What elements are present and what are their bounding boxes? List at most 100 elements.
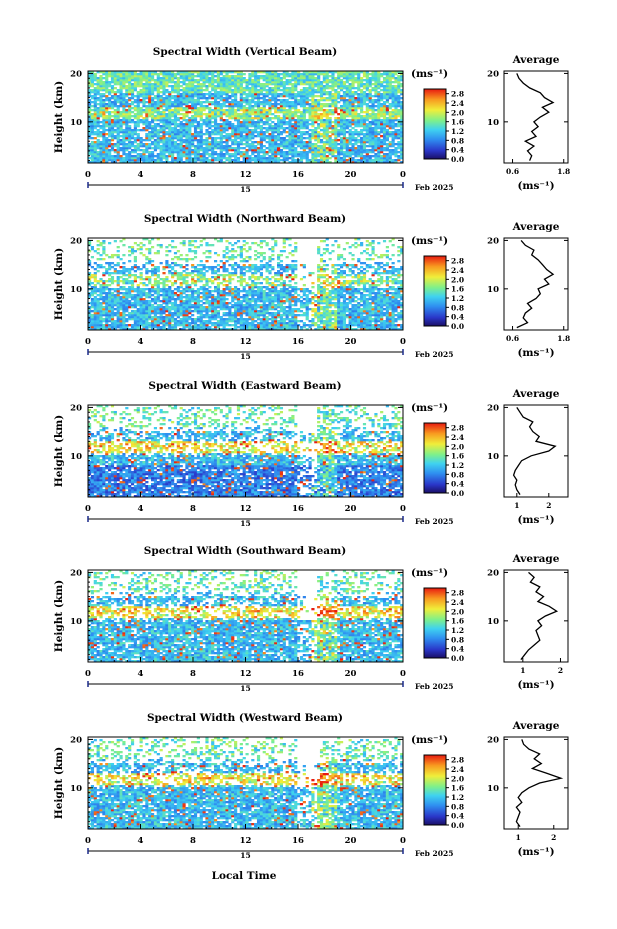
heatmap-cell xyxy=(242,101,246,104)
heatmap-cell xyxy=(102,115,106,118)
heatmap-cell xyxy=(285,121,289,124)
heatmap-cell xyxy=(145,97,149,100)
heatmap-cell xyxy=(110,288,115,291)
heatmap-cell xyxy=(90,123,95,126)
heatmap-cell xyxy=(239,133,243,136)
heatmap-cell xyxy=(116,272,120,275)
heatmap-cell xyxy=(116,290,120,293)
heatmap-cell xyxy=(211,129,215,132)
heatmap-cell xyxy=(99,87,103,90)
heatmap-cell xyxy=(136,298,140,301)
heatmap-cell xyxy=(282,151,286,154)
heatmap-cell xyxy=(93,91,97,94)
heatmap-cell xyxy=(136,310,140,313)
heatmap-cell xyxy=(128,159,132,162)
heatmap-cell xyxy=(159,135,163,138)
heatmap-cell xyxy=(125,117,129,120)
heatmap-cell xyxy=(362,99,367,102)
heatmap-cell xyxy=(102,137,106,140)
heatmap-cell xyxy=(291,137,295,140)
heatmap-cell xyxy=(188,93,192,96)
heatmap-cell xyxy=(265,101,269,104)
heatmap-cell xyxy=(236,79,241,82)
heatmap-cell xyxy=(282,159,286,162)
heatmap-cell xyxy=(125,123,129,126)
heatmap-cell xyxy=(148,135,152,138)
heatmap-cell xyxy=(136,294,140,297)
heatmap-cell xyxy=(122,149,126,152)
heatmap-cell xyxy=(351,117,355,120)
heatmap-cell xyxy=(145,87,149,90)
heatmap-cell xyxy=(236,125,241,128)
heatmap-cell xyxy=(196,87,200,90)
heatmap-cell xyxy=(302,121,306,124)
heatmap-cell xyxy=(374,83,378,86)
heatmap-cell xyxy=(171,113,175,116)
heatmap-cell xyxy=(108,139,112,142)
heatmap-cell xyxy=(130,286,135,289)
heatmap-cell xyxy=(368,161,372,164)
heatmap-cell xyxy=(236,109,241,112)
heatmap-cell xyxy=(173,143,178,146)
heatmap-cell xyxy=(374,117,378,120)
heatmap-cell xyxy=(90,115,95,118)
heatmap-cell xyxy=(159,87,163,90)
heatmap-cell xyxy=(368,99,372,102)
heatmap-cell xyxy=(142,159,146,162)
heatmap-cell xyxy=(216,145,221,148)
heatmap-cell xyxy=(191,133,195,136)
heatmap-cell xyxy=(251,131,255,134)
heatmap-cell xyxy=(211,137,215,140)
heatmap-cell xyxy=(96,125,100,128)
heatmap-cell xyxy=(165,113,169,116)
heatmap-cell xyxy=(308,139,312,142)
heatmap-cell xyxy=(136,149,140,152)
heatmap-cell xyxy=(285,131,289,134)
heatmap-cell xyxy=(236,87,241,90)
heatmap-cell xyxy=(319,85,324,88)
heatmap-cell xyxy=(113,123,117,126)
heatmap-cell xyxy=(251,93,255,96)
heatmap-cell xyxy=(105,254,109,257)
heatmap-cell xyxy=(236,149,241,152)
heatmap-cell xyxy=(345,89,349,92)
heatmap-cell xyxy=(239,143,243,146)
heatmap-cell xyxy=(337,133,341,136)
heatmap-cell xyxy=(288,123,292,126)
heatmap-cell xyxy=(222,129,226,132)
heatmap-cell xyxy=(93,153,97,156)
heatmap-cell xyxy=(191,135,195,138)
heatmap-cell xyxy=(179,99,183,102)
heatmap-cell xyxy=(328,93,332,96)
heatmap-cell xyxy=(251,73,255,76)
heatmap-cell xyxy=(380,107,384,110)
heatmap-cell xyxy=(116,75,120,78)
heatmap-cell xyxy=(93,290,97,293)
heatmap-cell xyxy=(176,133,180,136)
heatmap-cell xyxy=(133,149,137,152)
heatmap-cell xyxy=(119,280,123,283)
heatmap-cell xyxy=(191,103,195,106)
heatmap-cell xyxy=(191,149,195,152)
heatmap-cell xyxy=(234,155,238,158)
heatmap-cell xyxy=(96,266,100,269)
heatmap-cell xyxy=(311,79,315,82)
heatmap-cell xyxy=(371,129,375,132)
heatmap-cell xyxy=(171,77,175,80)
heatmap-cell xyxy=(365,109,369,112)
heatmap-cell xyxy=(345,127,349,130)
heatmap-cell xyxy=(377,139,381,142)
heatmap-cell xyxy=(148,83,152,86)
heatmap-cell xyxy=(380,141,384,144)
heatmap-cell xyxy=(122,262,126,265)
heatmap-cell xyxy=(182,119,186,122)
heatmap-cell xyxy=(130,137,135,140)
heatmap-cell xyxy=(90,318,95,321)
heatmap-cell xyxy=(165,89,169,92)
heatmap-cell xyxy=(340,85,344,88)
heatmap-cell xyxy=(116,322,120,325)
heatmap-cell xyxy=(385,93,389,96)
heatmap-cell xyxy=(382,101,387,104)
heatmap-cell xyxy=(202,119,206,122)
heatmap-cell xyxy=(113,117,117,120)
